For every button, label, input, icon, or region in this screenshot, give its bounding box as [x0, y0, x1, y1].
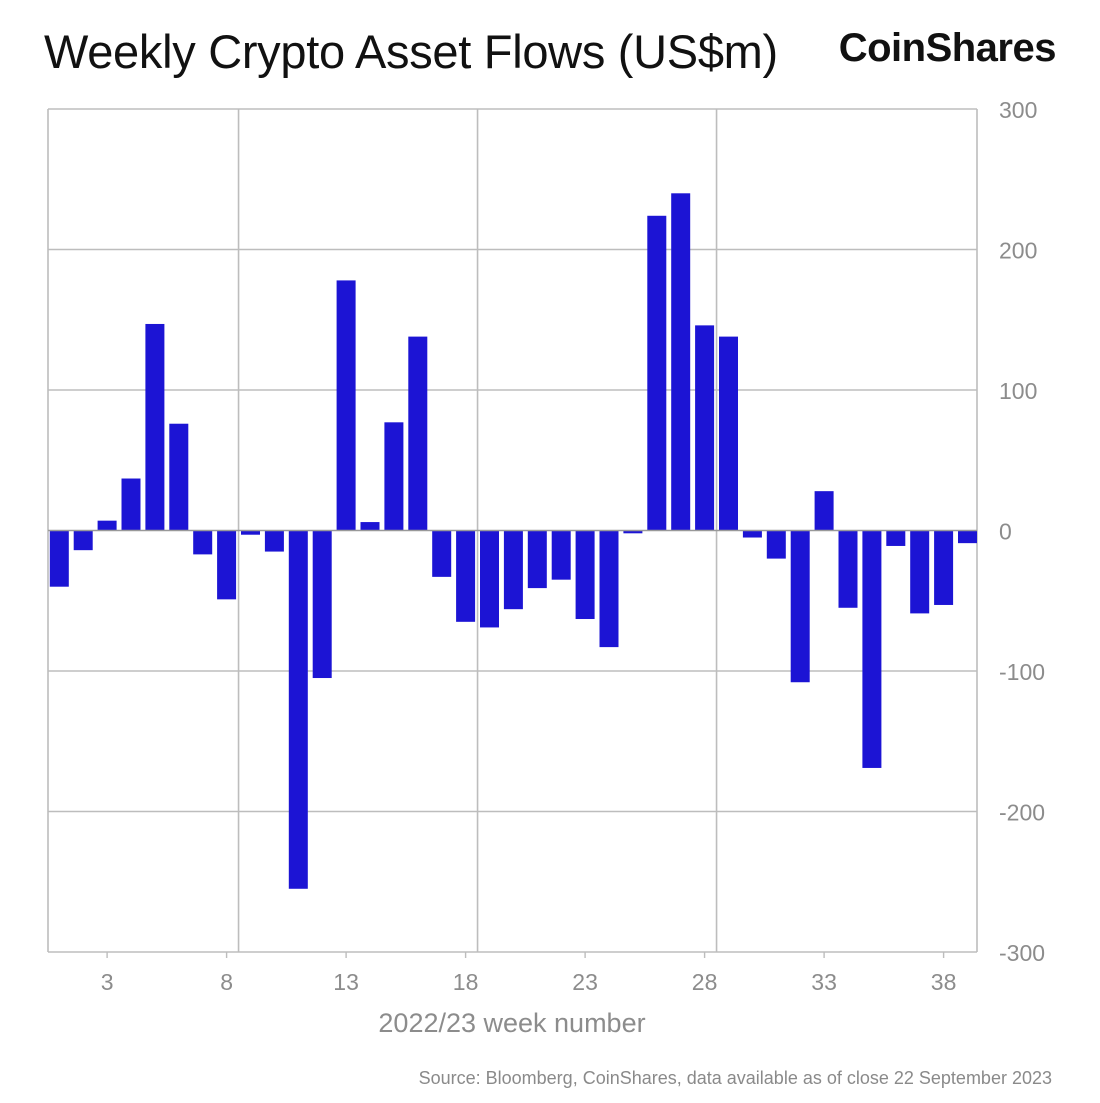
x-tick-label: 33	[811, 969, 837, 995]
bar-week-10	[264, 530, 284, 552]
bar-week-11	[288, 530, 308, 889]
bar-week-20	[503, 530, 523, 610]
bar-week-18	[456, 530, 476, 622]
bar-week-12	[312, 530, 332, 679]
bar-week-28	[695, 325, 715, 531]
bar-week-23	[575, 530, 595, 620]
y-tick-label: 300	[999, 97, 1037, 123]
y-tick-label: -300	[999, 940, 1045, 966]
bar-week-17	[432, 530, 452, 577]
x-tick-label: 28	[692, 969, 718, 995]
y-tick-label: 100	[999, 378, 1037, 404]
bar-week-27	[671, 193, 691, 531]
bar-week-25	[623, 530, 643, 534]
bar-week-29	[719, 336, 738, 531]
bar-week-3	[97, 520, 117, 531]
x-axis-labels: 3 8 13 18 23 28 33 38	[101, 969, 957, 995]
y-tick-label: -200	[999, 800, 1045, 826]
y-axis-labels: 300 200 100 0 -100 -200 -300	[999, 97, 1045, 966]
bar-week-14	[360, 522, 380, 531]
brand-logo: CoinShares	[838, 26, 1057, 70]
bar-week-1	[49, 530, 69, 587]
bar-week-34	[838, 530, 858, 608]
x-tick-label: 8	[220, 969, 233, 995]
bar-week-2	[73, 530, 93, 551]
bar-week-33	[814, 491, 834, 531]
bars	[49, 193, 977, 889]
bar-week-15	[384, 422, 404, 531]
bar-week-38	[934, 530, 954, 605]
bar-week-8	[217, 530, 237, 600]
bar-week-9	[241, 530, 260, 535]
bar-week-6	[169, 423, 189, 531]
bar-week-32	[790, 530, 810, 683]
bar-week-31	[766, 530, 786, 559]
bar-week-26	[647, 215, 667, 531]
x-tick-label: 18	[453, 969, 479, 995]
bar-week-22	[551, 530, 571, 580]
x-tick-label: 38	[931, 969, 957, 995]
bar-week-37	[910, 530, 930, 614]
bar-week-24	[599, 530, 619, 648]
y-tick-label: 200	[999, 238, 1037, 264]
x-tick-label: 13	[333, 969, 359, 995]
x-tick-label: 3	[101, 969, 114, 995]
x-axis-title: 2022/23 week number	[378, 1008, 645, 1038]
bar-week-35	[862, 530, 882, 768]
bar-week-21	[527, 530, 547, 589]
bar-week-19	[480, 530, 499, 628]
y-tick-label: -100	[999, 659, 1045, 685]
bar-week-5	[145, 323, 165, 531]
bar-week-36	[886, 530, 906, 546]
bar-week-13	[336, 280, 356, 531]
source-note: Source: Bloomberg, CoinShares, data avai…	[418, 1068, 1052, 1088]
bar-week-4	[121, 478, 141, 531]
chart-title: Weekly Crypto Asset Flows (US$m)	[44, 25, 778, 78]
x-tick-label: 23	[572, 969, 598, 995]
bar-week-30	[742, 530, 762, 538]
bar-week-39	[958, 530, 977, 544]
bar-week-16	[408, 336, 428, 531]
bar-week-7	[193, 530, 213, 555]
y-tick-label: 0	[999, 519, 1012, 545]
